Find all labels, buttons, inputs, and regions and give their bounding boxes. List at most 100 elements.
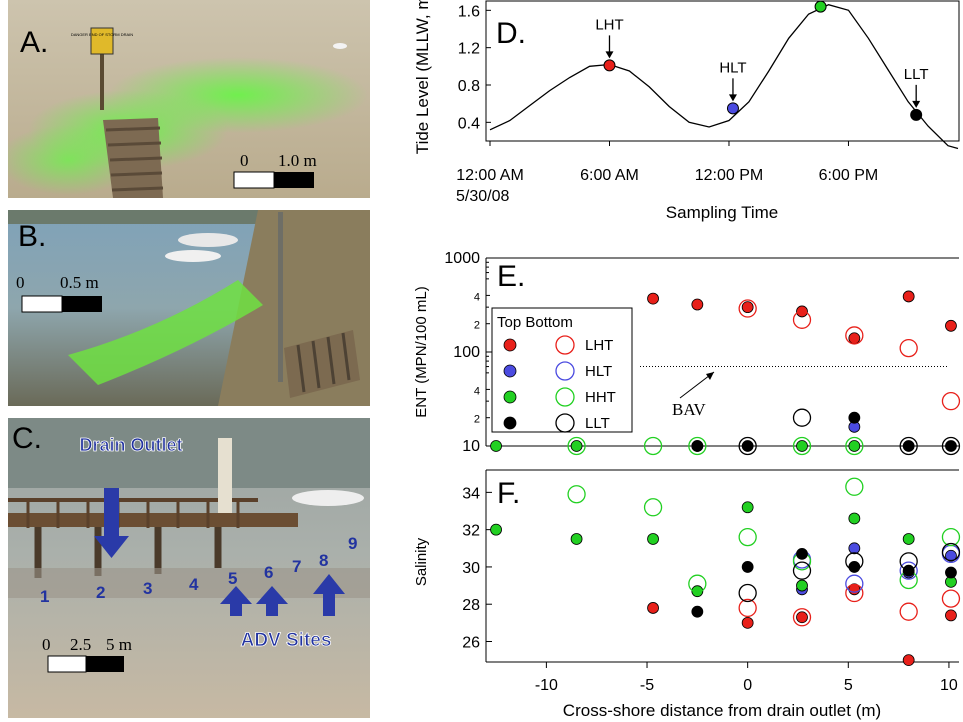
panel-e-letter: E.: [497, 260, 525, 293]
panel-e-legend: Top Bottom LHT HLT HHT LLT: [491, 307, 633, 433]
scale-c-end: 5 m: [106, 635, 132, 654]
salinity-point-top-llt: [902, 564, 915, 577]
legend-bottom-marker-hht: [555, 387, 575, 407]
ent-point-bottom-hht: [643, 436, 663, 456]
legend-top-marker-lht: [503, 338, 517, 352]
photo-c-drawing: Drain Outlet 1 2 3 4 5 6 7 8 9 ADV Sites…: [8, 418, 370, 718]
panel-e-ytick-label: 10: [462, 438, 480, 455]
adv-sites-label: ADV Sites: [241, 630, 332, 651]
panel-f-ytick-label: 28: [462, 597, 480, 614]
legend-bottom-marker-lht: [555, 335, 575, 355]
panel-d-ytick-label: 0.8: [458, 78, 480, 95]
panel-f-xtick-label: -5: [640, 677, 654, 694]
site-number-5: 5: [228, 569, 237, 588]
site-number-4: 4: [189, 575, 199, 594]
tide-sample-llt: [910, 108, 923, 121]
ent-point-top-lht: [741, 301, 754, 314]
bav-annotation: BAV: [672, 400, 706, 419]
distant-buoy: [333, 43, 347, 49]
ent-point-top-llt: [945, 440, 957, 452]
panel-e-ytick-label: 2: [474, 414, 480, 426]
salinity-point-top-llt: [796, 547, 808, 560]
panel-b-letter: B.: [18, 220, 46, 253]
salinity-point-top-hlt: [945, 549, 957, 562]
panel-d-chart: D. Tide Level (MLLW, m) Sampling Time 0.…: [413, 0, 960, 222]
tide-level-line: [489, 4, 959, 150]
salinity-point-bottom-hlt: [845, 574, 864, 593]
sign-post: [100, 50, 104, 110]
salinity-point-top-lht: [796, 611, 808, 624]
pier-pilings: [34, 527, 222, 578]
panel-f-xtick-label: 0: [743, 677, 752, 694]
panel-a-letter: A.: [20, 26, 48, 59]
panel-d-ytick-label: 1.6: [458, 3, 480, 20]
salinity-point-bottom-lht: [941, 589, 961, 608]
panel-f-xtick-label: 5: [844, 677, 853, 694]
site-number-2: 2: [96, 583, 105, 602]
tide-sample-arrowhead: [728, 94, 737, 102]
ent-point-bottom-hht: [688, 436, 707, 456]
ent-point-bottom-llt: [941, 436, 961, 456]
scale-c-black-segment: [86, 656, 124, 672]
scale-b-end: 0.5 m: [60, 273, 99, 292]
pier-pole: [278, 212, 283, 382]
scale-a-start: 0: [240, 151, 249, 170]
panel-e-ytick-label: 4: [474, 385, 480, 397]
ent-point-bottom-lht: [738, 299, 757, 318]
tide-sample-label: LLT: [904, 66, 929, 83]
site-number-6: 6: [264, 563, 273, 582]
wet-sand: [8, 568, 370, 598]
panel-e-chart: E. ENT (MPN/100 mL) 10 2 4 100 2 4 1000 BAV To…: [413, 250, 961, 456]
salinity-point-top-hht: [490, 523, 502, 536]
salinity-point-bottom-llt: [845, 552, 864, 571]
legend-top-marker-llt: [503, 416, 517, 430]
legend-top-marker-hlt: [503, 364, 517, 378]
panel-d-xtick-label: 12:00 PM: [695, 167, 763, 184]
tide-sample-lht: [603, 59, 616, 72]
ent-point-bottom-hht: [792, 436, 812, 456]
ent-point-top-llt: [741, 440, 754, 452]
salinity-point-top-hht: [741, 501, 754, 514]
photo-panel-c: Drain Outlet 1 2 3 4 5 6 7 8 9 ADV Sites…: [8, 418, 370, 718]
harbor-background: [8, 418, 370, 488]
salinity-point-top-llt: [848, 561, 861, 573]
ent-point-top-lht: [902, 290, 915, 303]
legend-label-llt: LLT: [585, 415, 610, 432]
salinity-point-top-lht: [945, 609, 957, 622]
panel-d-date-label: 5/30/08: [456, 188, 509, 205]
salinity-point-bottom-hht: [643, 498, 663, 517]
bav-pointer-arrowhead: [706, 372, 714, 380]
salinity-point-bottom-llt: [738, 583, 757, 603]
ent-point-top-hht: [570, 440, 583, 452]
adv-arrow-6: [256, 586, 288, 616]
salinity-point-top-hht: [796, 579, 808, 592]
salinity-point-bottom-hlt: [899, 561, 918, 580]
salinity-point-top-llt: [741, 561, 754, 573]
scale-b-black-segment: [62, 296, 102, 312]
salinity-point-top-hht: [647, 533, 659, 545]
panel-f-xlabel: Cross-shore distance from drain outlet (…: [563, 701, 881, 720]
ent-point-bottom-hht: [845, 436, 864, 456]
scale-c-start: 0: [42, 635, 51, 654]
ent-point-top-lht: [691, 298, 704, 311]
photo-b-drawing: B. 0 0.5 m: [8, 210, 370, 406]
ent-point-bottom-hht: [567, 436, 586, 456]
salinity-point-top-llt: [691, 605, 704, 618]
legend-top-marker-hht: [503, 390, 517, 404]
panel-d-frame: [485, 0, 960, 142]
lamp-post: [218, 438, 232, 513]
salinity-point-bottom-hht: [845, 477, 864, 496]
ent-point-bottom-llt: [792, 408, 812, 427]
site-number-9: 9: [348, 534, 357, 553]
panel-d-letter: D.: [496, 17, 526, 50]
warning-sign: [90, 27, 114, 55]
salinity-point-bottom-lht: [845, 583, 864, 603]
ent-point-top-hht: [490, 440, 502, 452]
legend-label-hht: HHT: [585, 389, 616, 406]
salinity-point-bottom-hht: [738, 527, 757, 547]
salinity-point-bottom-lht: [899, 602, 918, 621]
tide-sample-arrowhead: [912, 100, 921, 108]
legend-title: Top Bottom: [497, 314, 573, 331]
tide-sample-arrowhead: [605, 51, 614, 59]
photo-panel-b: B. 0 0.5 m: [8, 210, 370, 406]
